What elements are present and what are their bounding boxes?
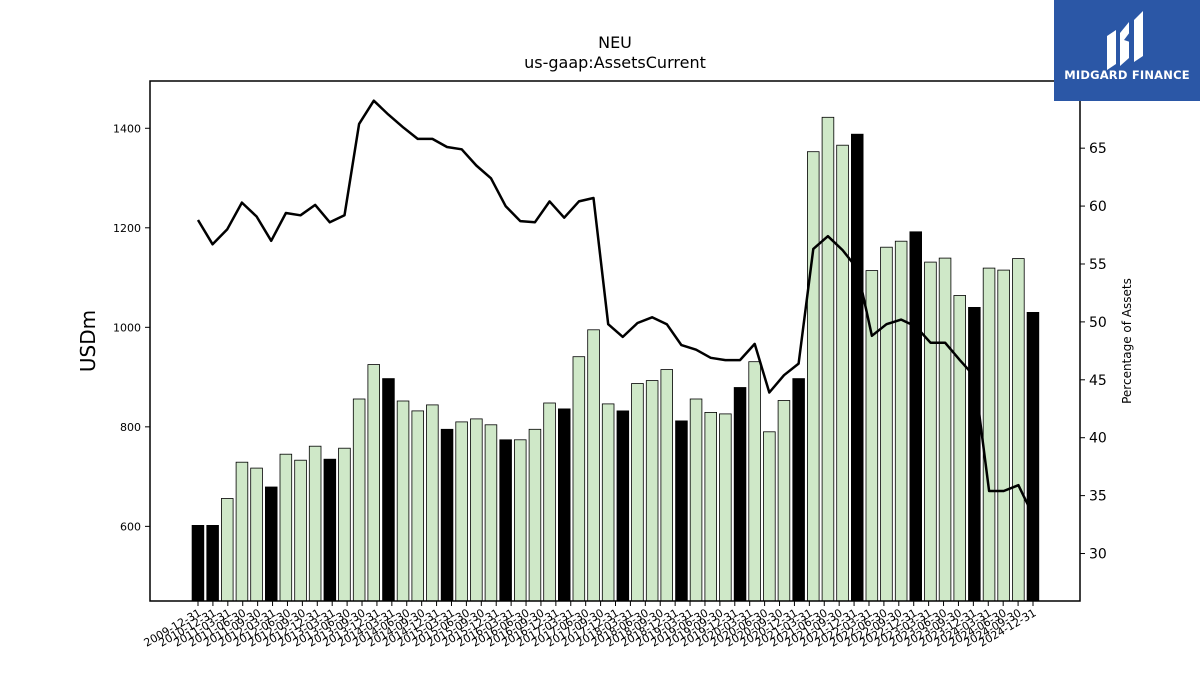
bar [982, 267, 996, 602]
bar [777, 400, 791, 602]
bar [894, 240, 908, 602]
bar [323, 458, 337, 602]
y-axis-label: USDm [76, 310, 100, 372]
y2-tick-label: 65 [1089, 141, 1107, 157]
pct-line [196, 99, 1035, 516]
bar [440, 428, 454, 602]
bar [367, 364, 380, 602]
bar [748, 361, 761, 602]
bar [1012, 258, 1025, 602]
y2-tick-label: 55 [1089, 257, 1107, 273]
x-axis: 2009-12-312010-12-312011-03-312011-06-30… [142, 601, 1039, 650]
bar [880, 246, 893, 602]
bar [514, 439, 527, 602]
midgard-finance-logo: MIDGARD FINANCE [1054, 0, 1200, 101]
bar [953, 295, 967, 602]
y2-tick-label: 50 [1089, 315, 1107, 331]
bar [587, 329, 600, 602]
bar [235, 461, 249, 602]
bar [455, 421, 468, 602]
y2-tick-label: 60 [1089, 199, 1107, 215]
y-tick-label: 800 [120, 421, 141, 434]
bar [997, 269, 1010, 602]
bar [733, 387, 747, 602]
bar [924, 261, 937, 602]
bar [836, 144, 849, 602]
chart-subtitle: us-gaap:AssetsCurrent [524, 53, 706, 72]
bar [308, 445, 322, 602]
bar [220, 498, 234, 602]
bar [572, 356, 586, 602]
bar [528, 428, 542, 602]
bar [601, 403, 615, 602]
y2-tick-label: 30 [1089, 547, 1107, 563]
bar [792, 378, 805, 602]
bar [968, 306, 981, 602]
bar [352, 398, 366, 602]
y-tick-label: 600 [120, 520, 141, 533]
bar-series [191, 116, 1040, 602]
y2-axis: 30 35 40 45 50 55 60 65 [1080, 141, 1107, 563]
y-tick-label: 1400 [113, 122, 141, 135]
pct-line-series [196, 99, 1035, 516]
bar [543, 402, 556, 602]
bar [382, 378, 395, 602]
bar [719, 413, 732, 602]
bar [484, 424, 498, 602]
logo-text: MIDGARD FINANCE [1064, 68, 1190, 82]
bar [294, 459, 307, 602]
bar [821, 116, 835, 602]
bar [426, 404, 439, 602]
bar [807, 151, 820, 602]
bar [191, 525, 205, 602]
bar [616, 410, 630, 602]
bar [660, 369, 674, 602]
bar [206, 525, 219, 602]
y2-axis-label: Percentage of Assets [1120, 278, 1134, 404]
bar [499, 439, 512, 602]
bar [763, 431, 776, 602]
bar [851, 133, 864, 602]
y-axis: 600 800 1000 1200 1400 [113, 122, 150, 533]
bar [264, 486, 278, 602]
bar [338, 447, 351, 602]
bar [1026, 311, 1040, 602]
bar [704, 411, 718, 602]
bar [250, 467, 263, 602]
logo-mark-icon [1054, 0, 1200, 101]
bar [558, 408, 571, 602]
bar [689, 398, 703, 602]
bar [938, 257, 952, 602]
y-tick-label: 1000 [113, 321, 141, 334]
bar [411, 410, 424, 602]
chart-title: NEU [598, 33, 632, 52]
y2-tick-label: 45 [1089, 373, 1107, 389]
y2-tick-label: 35 [1089, 489, 1107, 505]
bar [279, 453, 293, 602]
bar [675, 420, 688, 602]
bar [909, 231, 923, 602]
y-tick-label: 1200 [113, 222, 141, 235]
bar [470, 418, 483, 602]
y2-tick-label: 40 [1089, 431, 1107, 447]
bar [645, 380, 659, 602]
bar [631, 383, 644, 602]
bar [396, 400, 410, 602]
